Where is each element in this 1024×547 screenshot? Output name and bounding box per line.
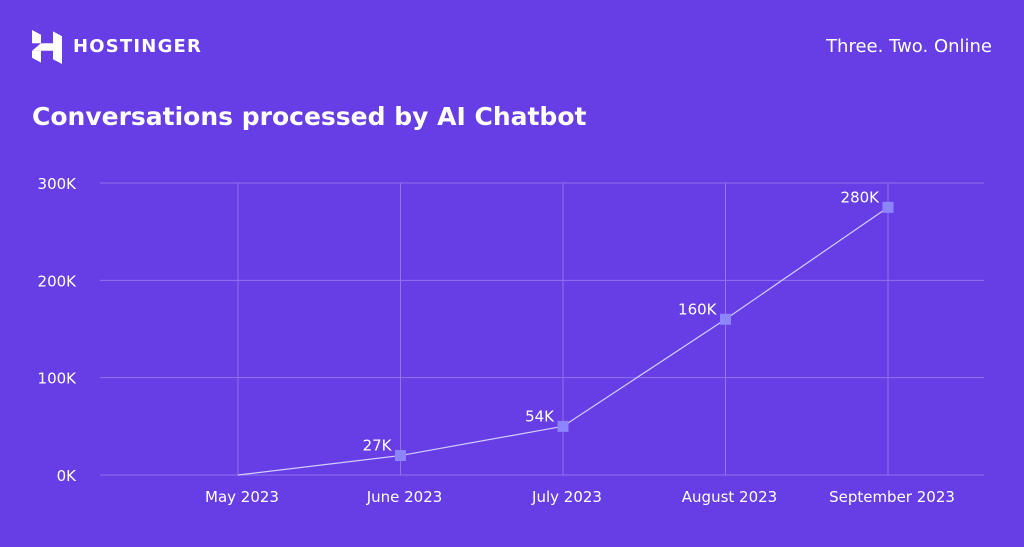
data-point-marker (720, 313, 731, 325)
x-tick-label: June 2023 (366, 488, 443, 506)
x-tick-label: May 2023 (205, 488, 279, 506)
data-label: 27K (363, 437, 393, 455)
x-tick-label: August 2023 (682, 488, 777, 506)
hostinger-logo-icon (32, 30, 62, 64)
x-tick-label: September 2023 (829, 488, 955, 506)
y-tick-label: 0K (57, 467, 78, 485)
chart-title: Conversations processed by AI Chatbot (32, 102, 587, 131)
grid (100, 182, 984, 476)
data-label: 160K (678, 300, 718, 318)
brand-name: HOSTINGER (73, 36, 203, 57)
axes: 0K 100K 200K 300K May 2023 June 2023 July 2023… (38, 175, 955, 506)
data-labels: 27K 54K 160K 280K (363, 188, 881, 454)
y-tick-label: 100K (38, 370, 78, 388)
data-point-marker (557, 420, 569, 432)
y-tick-label: 300K (38, 175, 78, 193)
data-point-marker (882, 201, 894, 213)
brand: HOSTINGER (32, 30, 202, 64)
data-label: 280K (841, 188, 881, 206)
x-tick-label: July 2023 (531, 488, 602, 506)
data-label: 54K (525, 407, 555, 425)
series (237, 201, 894, 476)
y-tick-label: 200K (38, 272, 78, 290)
data-point-marker (395, 450, 406, 462)
tagline: Three. Two. Online (826, 36, 992, 57)
